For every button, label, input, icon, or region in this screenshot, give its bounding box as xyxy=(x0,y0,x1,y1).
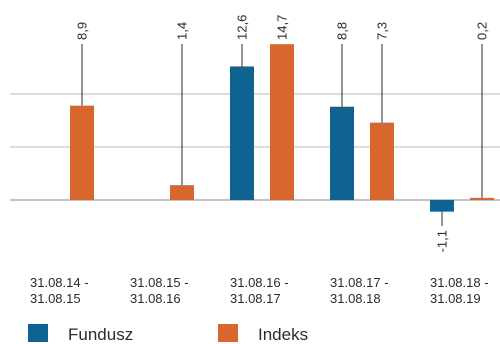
bar-indeks-1 xyxy=(170,185,194,200)
data-label-indeks-4: 0,2 xyxy=(475,22,490,40)
data-label-indeks-3: 7,3 xyxy=(375,22,390,40)
legend: Fundusz Indeks xyxy=(28,324,308,344)
legend-swatch-fundusz xyxy=(28,324,48,342)
bar-fundusz-3 xyxy=(330,106,354,200)
category-label-line: 31.08.17 - xyxy=(330,275,389,290)
data-label-fundusz-2: 12,6 xyxy=(235,15,250,40)
category-label-line: 31.08.18 xyxy=(330,291,381,306)
category-label-line: 31.08.14 - xyxy=(30,275,89,290)
legend-swatch-indeks xyxy=(218,324,238,342)
legend-label-fundusz: Fundusz xyxy=(68,325,133,344)
category-label-line: 31.08.16 - xyxy=(230,275,289,290)
category-label-line: 31.08.19 xyxy=(430,291,481,306)
data-label-indeks-2: 14,7 xyxy=(275,15,290,40)
data-label-fundusz-3: 8,8 xyxy=(335,22,350,40)
category-label-1: 31.08.15 -31.08.16 xyxy=(130,275,189,306)
data-label-fundusz-4: -1,1 xyxy=(435,230,450,252)
category-label-line: 31.08.16 xyxy=(130,291,181,306)
bar-indeks-0 xyxy=(70,105,94,200)
data-label-indeks-0: 8,9 xyxy=(75,22,90,40)
bar-indeks-2 xyxy=(270,44,294,201)
bar-indeks-4 xyxy=(470,197,494,200)
category-label-2: 31.08.16 -31.08.17 xyxy=(230,275,289,306)
label-leader-lines xyxy=(81,44,483,226)
category-label-line: 31.08.17 xyxy=(230,291,281,306)
category-label-0: 31.08.14 -31.08.15 xyxy=(30,275,89,306)
bar-fundusz-4 xyxy=(430,200,454,212)
data-label-indeks-1: 1,4 xyxy=(175,22,190,40)
bar-fundusz-2 xyxy=(230,66,254,200)
category-label-line: 31.08.15 - xyxy=(130,275,189,290)
bar-indeks-3 xyxy=(370,122,394,200)
category-label-3: 31.08.17 -31.08.18 xyxy=(330,275,389,306)
legend-label-indeks: Indeks xyxy=(258,325,308,344)
category-label-4: 31.08.18 -31.08.19 xyxy=(430,275,489,306)
category-label-line: 31.08.15 xyxy=(30,291,81,306)
data-labels: 12,6 8,8 -1,1 8,9 1,4 14,7 7,3 0,2 xyxy=(75,15,490,253)
bars xyxy=(70,44,494,212)
category-label-line: 31.08.18 - xyxy=(430,275,489,290)
